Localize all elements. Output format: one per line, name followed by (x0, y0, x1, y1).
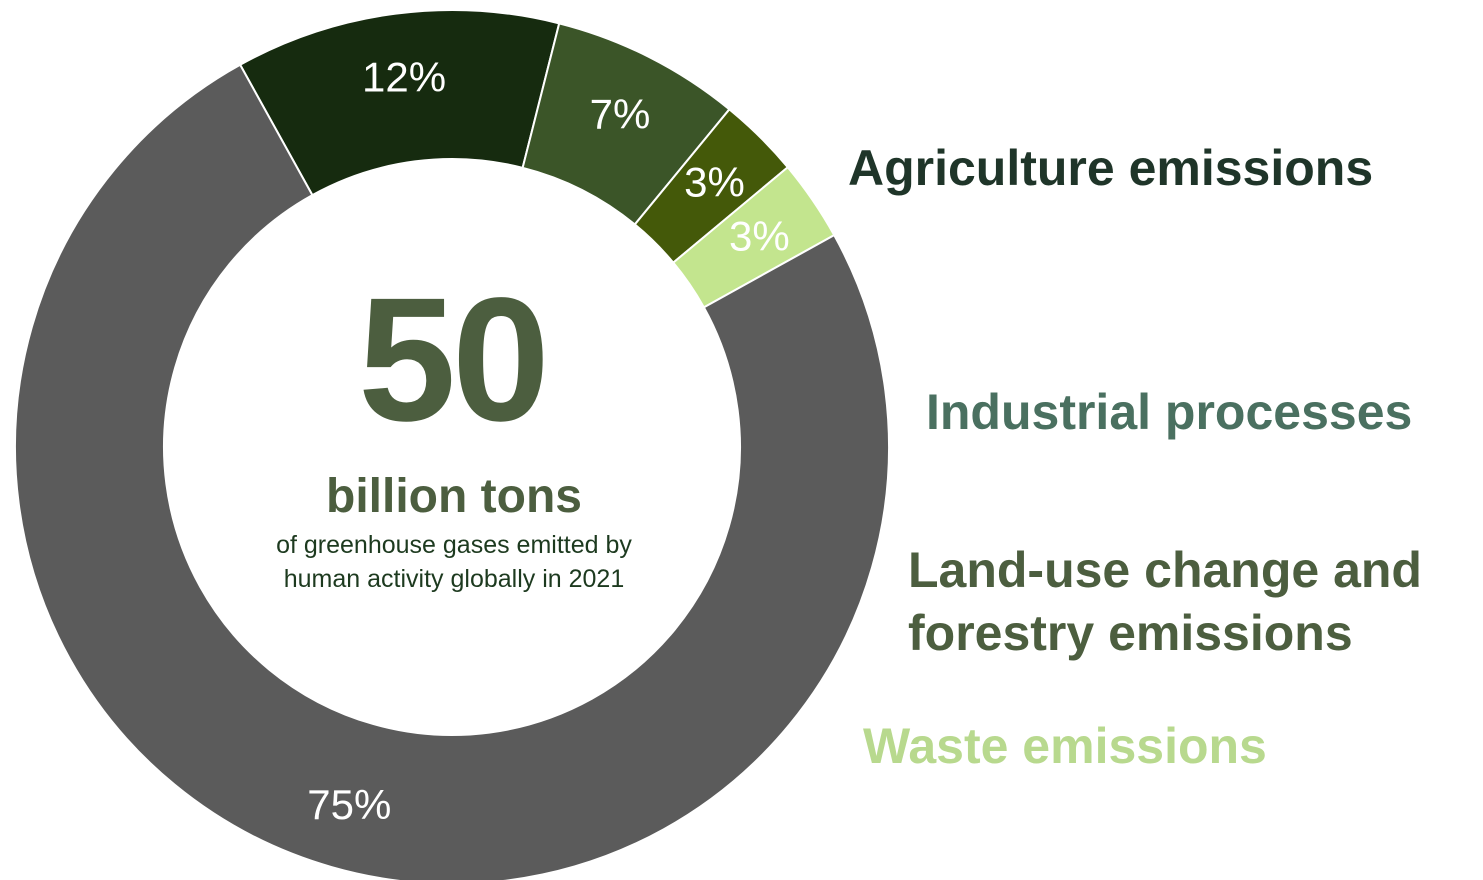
donut-slices (14, 9, 890, 880)
legend: Agriculture emissions Industrial process… (848, 140, 1422, 774)
center-unit-label: billion tons (326, 470, 582, 523)
legend-label-land-use-line-1: Land-use change and (908, 542, 1422, 598)
center-description-line-2: human activity globally in 2021 (284, 565, 624, 593)
center-summary: 50 billion tons of greenhouse gases emit… (276, 262, 632, 593)
slice-label-industrial-processes: 7% (590, 91, 651, 138)
legend-label-land-use-line-2: forestry emissions (908, 605, 1353, 661)
center-total-number: 50 (358, 262, 546, 458)
slice-other (14, 63, 890, 880)
slice-label-waste-emissions: 3% (729, 213, 790, 260)
legend-label-agriculture: Agriculture emissions (848, 140, 1373, 196)
center-description-line-1: of greenhouse gases emitted by (276, 531, 632, 559)
slice-label-other: 75% (307, 781, 391, 828)
legend-label-industrial: Industrial processes (926, 384, 1412, 440)
slice-labels: 12% 7% 3% 3% 75% (307, 54, 789, 828)
slice-label-land-use-change-and-forestry-emissions: 3% (684, 159, 745, 206)
legend-label-waste: Waste emissions (863, 718, 1267, 774)
slice-label-agriculture-emissions: 12% (362, 54, 446, 101)
